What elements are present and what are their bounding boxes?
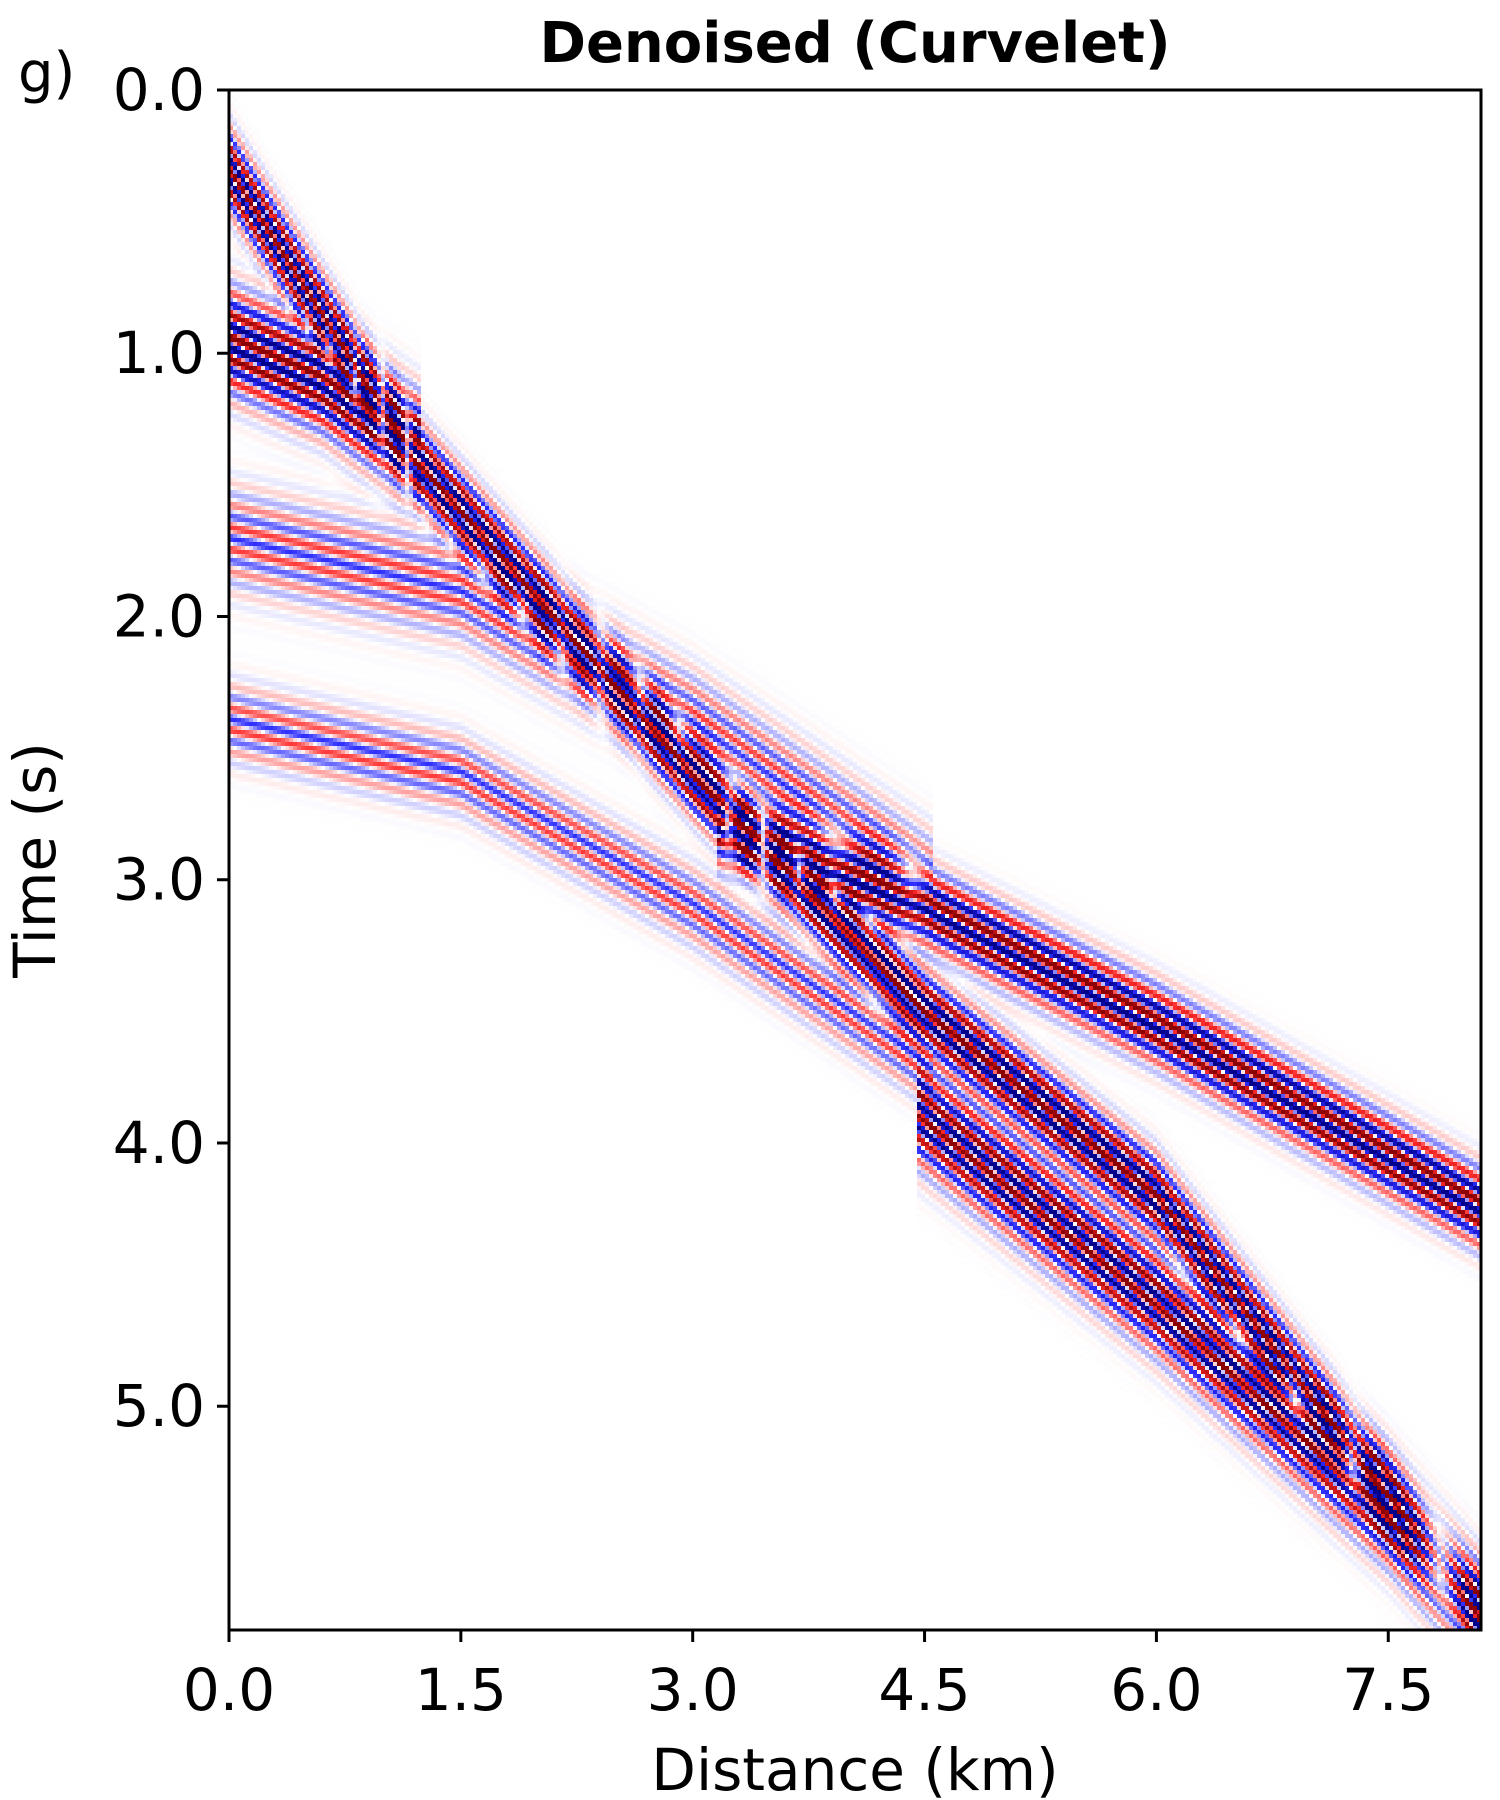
plot-frame bbox=[227, 88, 1483, 1632]
x-axis-label: Distance (km) bbox=[651, 1736, 1058, 1800]
y-tick-label: 1.0 bbox=[113, 319, 205, 387]
y-axis: 0.0 1.0 2.0 3.0 4.0 5.0 bbox=[113, 56, 229, 1440]
y-tick-label: 5.0 bbox=[113, 1372, 205, 1440]
seismic-heatmap bbox=[229, 90, 1481, 1630]
x-tick-label: 0.0 bbox=[183, 1656, 275, 1724]
x-tick-label: 6.0 bbox=[1110, 1656, 1202, 1724]
y-tick-label: 2.0 bbox=[113, 582, 205, 650]
panel-label: g) bbox=[18, 41, 75, 106]
y-tick-label: 3.0 bbox=[113, 846, 205, 914]
x-tick-label: 1.5 bbox=[415, 1656, 507, 1724]
plot-area bbox=[229, 90, 1481, 1630]
y-tick-label: 4.0 bbox=[113, 1109, 205, 1177]
x-tick-label: 3.0 bbox=[647, 1656, 739, 1724]
y-axis-label: Time (s) bbox=[1, 742, 69, 979]
chart-title: Denoised (Curvelet) bbox=[539, 11, 1170, 76]
x-tick-label: 4.5 bbox=[878, 1656, 970, 1724]
y-tick-label: 0.0 bbox=[113, 56, 205, 124]
x-axis: 0.0 1.5 3.0 4.5 6.0 7.5 bbox=[183, 1630, 1434, 1724]
x-tick-label: 7.5 bbox=[1342, 1656, 1434, 1724]
